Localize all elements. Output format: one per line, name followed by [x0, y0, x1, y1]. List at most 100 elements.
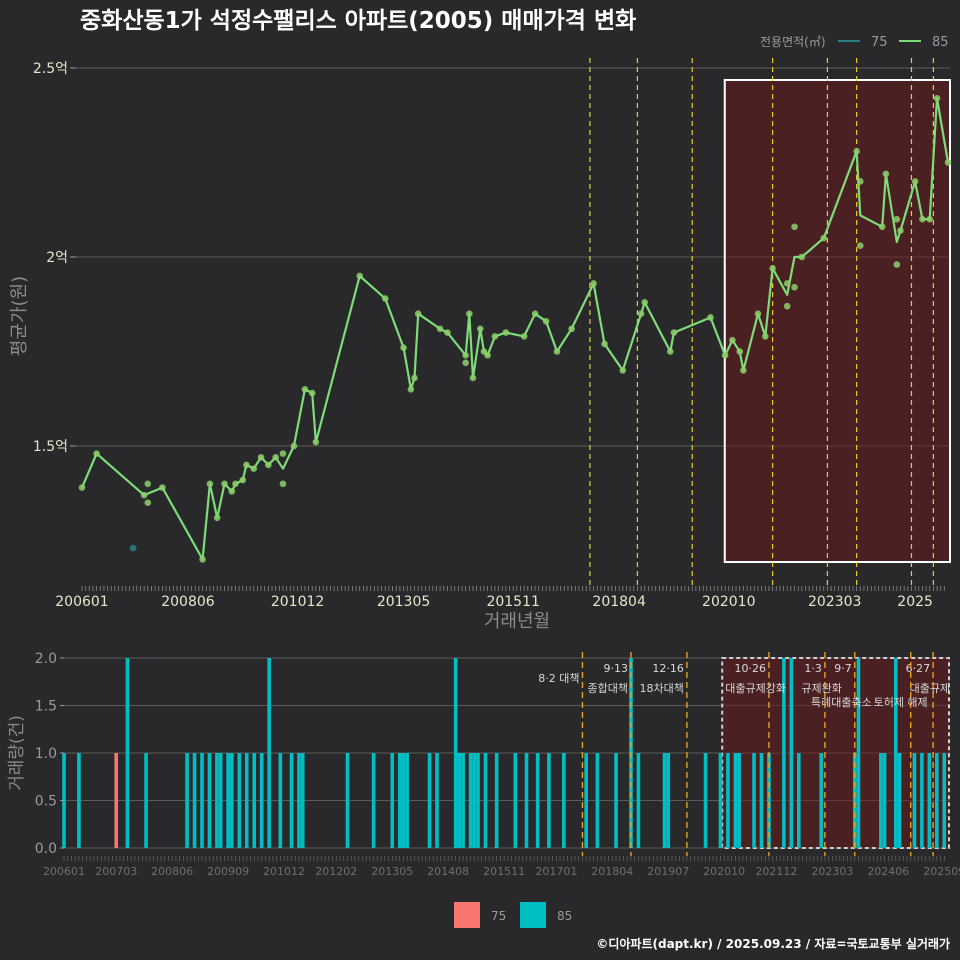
volume-bar-85	[185, 753, 189, 848]
data-point-85	[754, 310, 762, 318]
data-point-85	[290, 442, 298, 450]
volume-bar-85	[144, 753, 148, 848]
data-point-85	[140, 491, 148, 499]
volume-bar-85	[584, 753, 588, 848]
volume-bar-85	[797, 753, 801, 848]
volume-bar-85	[215, 753, 219, 848]
source-credit: ©디아파트(dapt.kr) / 2025.09.23 / 자료=국토교통부 실…	[596, 936, 950, 951]
volume-bar-85	[767, 753, 771, 848]
volume-bar-85	[852, 753, 857, 848]
volume-bar-85	[879, 753, 883, 848]
volume-x-tick-label: 200601	[43, 865, 85, 878]
volume-x-tick-label: 200703	[95, 865, 137, 878]
data-point-85	[857, 178, 864, 185]
data-point-85	[553, 348, 561, 355]
data-point-85	[469, 374, 477, 382]
data-point-85	[707, 314, 714, 321]
volume-bar-85	[856, 658, 861, 848]
volume-bar-85	[468, 753, 473, 848]
data-point-85	[641, 299, 649, 306]
data-point-85	[769, 265, 776, 272]
data-point-85	[944, 159, 952, 166]
volume-bar-85	[752, 753, 756, 848]
volume-bar-85	[244, 753, 249, 848]
policy-sublabel: 특례대출축소	[811, 696, 872, 709]
volume-bar-85	[782, 658, 786, 848]
x-tick-label: 202010	[702, 594, 755, 610]
data-point-85	[933, 94, 941, 102]
volume-bar-85	[453, 658, 458, 848]
main-x-ticks: 200601 200806 201012 201305 201511 201804 2020…	[55, 586, 945, 610]
volume-bar-85	[401, 753, 406, 848]
volume-bar-85	[300, 753, 305, 848]
data-point-85	[159, 484, 166, 491]
volume-x-ticks: 200601 200703 200806 200909 201012 201202 2013…	[43, 856, 960, 878]
volume-bar-85	[893, 658, 898, 848]
volume-bar-85	[703, 753, 708, 848]
data-point-85	[206, 480, 214, 488]
volume-bar-85	[524, 753, 529, 848]
data-point-85	[670, 329, 678, 336]
data-point-85	[301, 386, 309, 393]
volume-bar-85	[192, 753, 197, 848]
x-tick-label: 200806	[161, 594, 215, 610]
data-point-85	[740, 367, 747, 374]
data-point-85	[619, 367, 627, 374]
data-point-85	[897, 227, 904, 234]
top-legend: 전용면적(㎡) 75 85	[760, 35, 949, 50]
volume-bar-85	[461, 753, 465, 848]
data-point-85	[93, 450, 100, 457]
volume-bar-85	[226, 753, 230, 848]
data-point-85	[199, 556, 206, 563]
data-point-85	[414, 310, 422, 318]
volume-bar-85	[897, 753, 902, 848]
policy-label: 1·3	[804, 662, 822, 675]
volume-bar-85	[278, 753, 283, 848]
volume-y-tick-label: 1.5	[35, 699, 57, 715]
volume-x-tick-label: 202303	[811, 865, 853, 878]
volume-bar-85	[662, 753, 667, 848]
data-point-75	[129, 544, 137, 552]
data-point-85	[791, 223, 798, 231]
data-point-85	[400, 344, 407, 352]
x-axis-label: 거래년월	[484, 611, 550, 632]
policy-sublabel: 대출규제	[910, 682, 950, 695]
data-point-85	[729, 336, 736, 344]
volume-bar-85	[789, 658, 794, 848]
y-axis-label: 평균가(원)	[9, 276, 30, 356]
volume-bars	[62, 658, 947, 848]
volume-bar-85	[513, 753, 518, 848]
data-point-85	[476, 325, 484, 333]
volume-y-axis-label: 거래량(건)	[7, 715, 27, 791]
volume-x-tick-label: 202010	[703, 865, 745, 878]
volume-y-tick-label: 0.0	[35, 841, 57, 857]
volume-x-tick-label: 202406	[867, 865, 909, 878]
main-highlight-area	[723, 79, 952, 563]
data-point-85	[462, 359, 469, 367]
data-point-85	[243, 461, 250, 469]
volume-y-tick-label: 2.0	[35, 651, 57, 667]
volume-bar-85	[595, 753, 600, 848]
data-point-85	[462, 351, 469, 359]
volume-bar-85	[435, 753, 439, 848]
x-tick-label: 2025	[897, 594, 933, 610]
volume-bar-85	[457, 753, 462, 848]
data-point-85	[356, 272, 364, 280]
volume-y-tick-label: 1.0	[35, 746, 57, 762]
data-point-85	[721, 351, 729, 359]
policy-sublabel: 대출규제강화	[725, 682, 786, 695]
data-point-85	[213, 514, 221, 522]
x-tick-label: 200601	[55, 594, 108, 610]
volume-bar-85	[267, 658, 271, 848]
volume-bar-85	[397, 753, 402, 848]
data-point-85	[232, 480, 239, 488]
volume-x-tick-label: 201511	[483, 865, 525, 878]
data-point-85	[279, 480, 287, 488]
data-point-85	[893, 215, 901, 223]
legend-label-75-bar: 75	[491, 909, 506, 923]
data-point-85	[878, 223, 886, 231]
data-point-85	[436, 325, 444, 333]
data-point-85	[279, 450, 287, 457]
data-point-85	[853, 147, 860, 155]
